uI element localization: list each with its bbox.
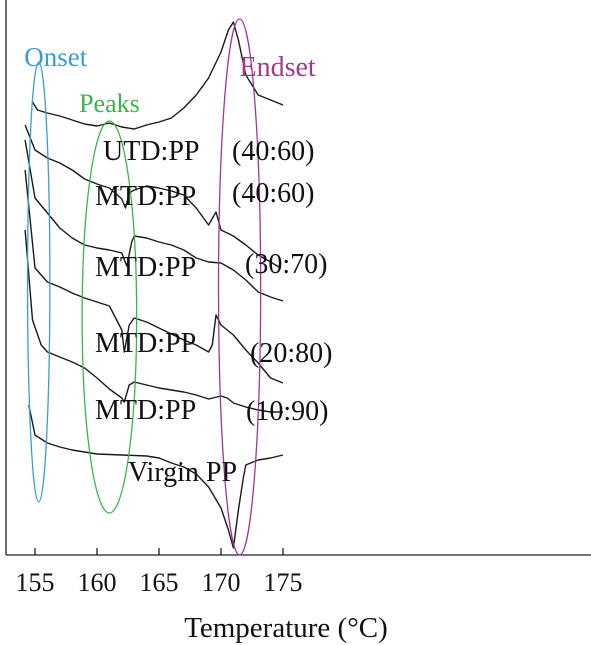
x-tick-label: 160 [78, 568, 117, 597]
curve-utd-pp-40-60 [31, 21, 284, 130]
series-ratio-utd-pp-40-60: (40:60) [232, 136, 314, 167]
annotation-onset: Onset [24, 42, 87, 72]
ellipse-endset [217, 18, 262, 556]
x-axis-ticks: 155 160 165 170 175 [16, 548, 303, 597]
x-axis-title: Temperature (°C) [184, 612, 388, 644]
series-curves [24, 21, 284, 549]
series-label-utd-pp-40-60: UTD:PP [103, 136, 199, 167]
series-label-mtd-pp-30-70: MTD:PP [95, 252, 196, 283]
ellipse-onset [26, 61, 51, 503]
curve-virgin-pp [28, 404, 284, 549]
annotation-peaks: Peaks [79, 89, 140, 118]
x-tick-label: 165 [140, 568, 179, 597]
series-ratio-mtd-pp-30-70: (30:70) [245, 249, 327, 280]
series-label-mtd-pp-40-60: MTD:PP [95, 181, 196, 212]
curve-mtd-pp-20-80 [24, 169, 284, 384]
series-labels: UTD:PP (40:60) MTD:PP (40:60) MTD:PP (30:70) M… [95, 136, 332, 488]
series-ratio-mtd-pp-40-60: (40:60) [232, 178, 314, 209]
curve-mtd-pp-40-60 [24, 124, 281, 269]
x-tick-label: 170 [202, 568, 241, 597]
series-label-mtd-pp-20-80: MTD:PP [95, 328, 196, 359]
curve-mtd-pp-10-90 [24, 229, 283, 413]
series-ratio-mtd-pp-10-90: (10:90) [246, 396, 328, 427]
series-label-virgin-pp: Virgin PP [128, 457, 237, 488]
series-label-mtd-pp-10-90: MTD:PP [95, 395, 196, 426]
series-ratio-mtd-pp-20-80: (20:80) [250, 338, 332, 369]
annotation-ellipses: Onset Peaks Endset [24, 18, 316, 556]
curve-mtd-pp-30-70 [24, 139, 284, 302]
ellipse-peaks [81, 120, 138, 514]
x-tick-label: 155 [16, 568, 55, 597]
annotation-endset: Endset [239, 52, 315, 83]
x-tick-label: 175 [264, 568, 303, 597]
